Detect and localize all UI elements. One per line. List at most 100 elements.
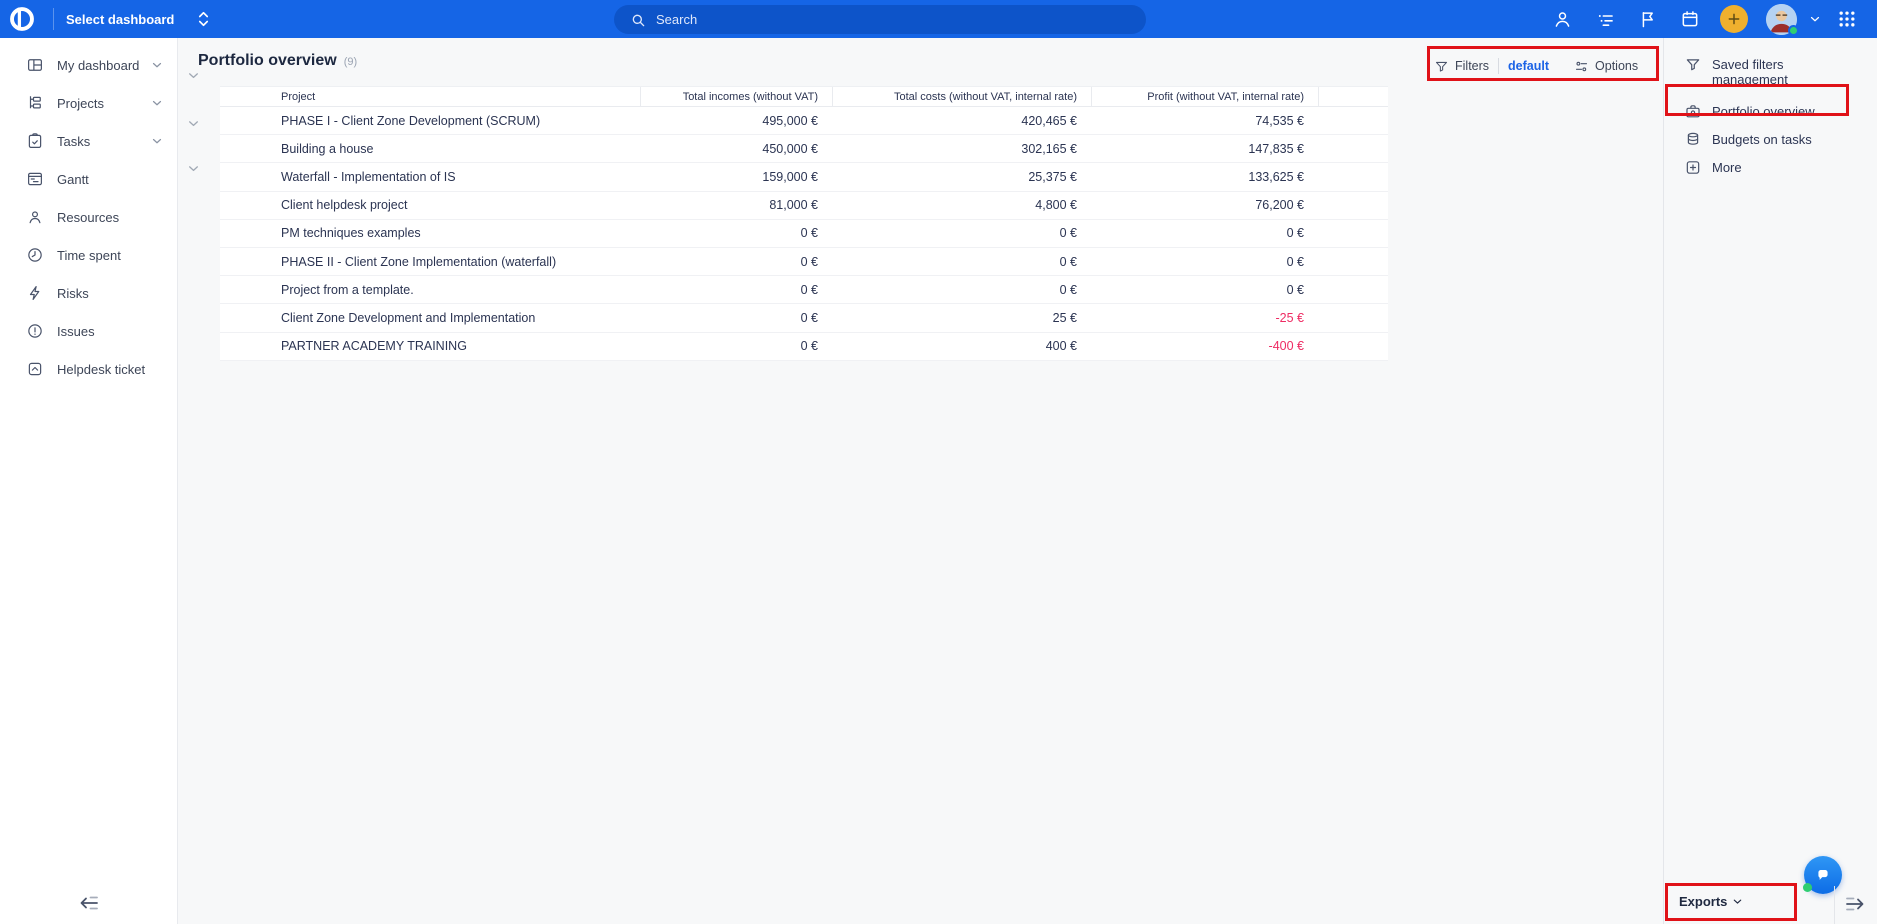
project-name[interactable]: PHASE I - Client Zone Development (SCRUM… xyxy=(281,113,541,128)
chevron-down-icon[interactable] xyxy=(151,59,163,71)
sidebar-item-tasks[interactable]: Tasks xyxy=(0,122,177,160)
chevron-down-icon[interactable] xyxy=(151,135,163,147)
sidebar-item-resources[interactable]: Resources xyxy=(0,198,177,236)
topbar-divider xyxy=(53,8,54,30)
sidebar-item-my-dashboard[interactable]: My dashboard xyxy=(0,46,177,84)
total-incomes-value: 495,000 € xyxy=(762,113,818,128)
profit-value: 147,835 € xyxy=(1248,141,1304,156)
chevron-down-icon[interactable] xyxy=(151,97,163,109)
sidebar-item-risks[interactable]: Risks xyxy=(0,274,177,312)
project-name[interactable]: Waterfall - Implementation of IS xyxy=(281,169,456,184)
project-name[interactable]: PHASE II - Client Zone Implementation (w… xyxy=(281,254,557,269)
projects-icon xyxy=(29,96,41,109)
page-title-row: Portfolio overview (9) xyxy=(198,52,357,70)
sidebar-item-portfolio-overview[interactable]: Portfolio overview xyxy=(1684,98,1877,126)
table-row[interactable]: PARTNER ACADEMY TRAINING 0 € 400 € -400 … xyxy=(220,332,1388,361)
table-row[interactable]: Waterfall - Implementation of IS 159,000… xyxy=(220,163,1388,192)
total-costs-value: 4,800 € xyxy=(1035,198,1077,213)
project-name[interactable]: Project from a template. xyxy=(281,282,414,297)
filter-icon xyxy=(1435,61,1448,72)
sidebar-item-gantt[interactable]: Gantt xyxy=(0,160,177,198)
plus-square-icon xyxy=(1686,161,1700,174)
sidebar-item-budgets-on-tasks[interactable]: Budgets on tasks xyxy=(1684,126,1877,154)
exports-label: Exports xyxy=(1679,894,1728,909)
total-incomes-value: 81,000 € xyxy=(769,198,818,213)
table-row[interactable]: Client Zone Development and Implementati… xyxy=(220,304,1388,333)
project-name[interactable]: Client Zone Development and Implementati… xyxy=(281,310,536,325)
sidebar-item-projects[interactable]: Projects xyxy=(0,84,177,122)
collapse-left-icon[interactable] xyxy=(77,891,101,915)
search-icon xyxy=(632,14,645,26)
sidebar-item-time-spent[interactable]: Time spent xyxy=(0,236,177,274)
total-incomes-value: 450,000 € xyxy=(762,141,818,156)
options-icon xyxy=(1575,61,1588,71)
briefcase-icon xyxy=(1686,105,1700,118)
avatar[interactable] xyxy=(1766,3,1799,36)
checklist-icon[interactable] xyxy=(1595,9,1616,30)
sidebar-item-label: Helpdesk ticket xyxy=(57,361,146,377)
filter-icon xyxy=(1686,59,1700,71)
sidebar-item-label: Gantt xyxy=(57,171,89,187)
options-button[interactable]: Options xyxy=(1574,59,1638,74)
project-name[interactable]: Client helpdesk project xyxy=(281,198,408,213)
sidebar-item-helpdesk-ticket[interactable]: Helpdesk ticket xyxy=(0,350,177,388)
sidebar-item-label: More xyxy=(1712,160,1742,175)
profile-icon[interactable] xyxy=(1552,9,1573,30)
sidebar-item-issues[interactable]: Issues xyxy=(0,312,177,350)
right-sidebar: Saved filters management Portfolio overv… xyxy=(1663,38,1877,924)
time-icon xyxy=(28,248,42,262)
total-costs-value: 302,165 € xyxy=(1021,141,1077,156)
apps-grid-icon[interactable] xyxy=(1837,9,1857,29)
profit-value: 0 € xyxy=(1286,254,1304,269)
total-incomes-value: 159,000 € xyxy=(762,169,818,184)
risks-icon xyxy=(29,286,40,300)
dashboard-selector[interactable]: Select dashboard xyxy=(66,0,211,38)
calendar-icon[interactable] xyxy=(1680,9,1700,29)
sidebar-item-more[interactable]: More xyxy=(1684,154,1877,182)
column-header-total-incomes[interactable]: Total incomes (without VAT) xyxy=(640,87,832,106)
flag-icon[interactable] xyxy=(1638,9,1658,29)
toolbar-separator xyxy=(1498,58,1500,74)
create-new-button[interactable] xyxy=(1720,5,1748,33)
coins-icon xyxy=(1687,132,1699,145)
table-row[interactable]: Client helpdesk project 81,000 € 4,800 €… xyxy=(220,191,1388,220)
total-costs-value: 0 € xyxy=(1059,254,1077,269)
table-row[interactable]: Building a house 450,000 € 302,165 € 147… xyxy=(220,135,1388,164)
sidebar-item-label: Portfolio overview xyxy=(1712,104,1815,119)
profit-value: 74,535 € xyxy=(1255,113,1304,128)
plus-icon xyxy=(1728,13,1740,25)
table-row[interactable]: PHASE II - Client Zone Implementation (w… xyxy=(220,247,1388,277)
active-filter-link[interactable]: default xyxy=(1508,59,1550,73)
collapse-right-icon[interactable] xyxy=(1843,892,1867,916)
total-costs-value: 400 € xyxy=(1045,339,1077,354)
table-row[interactable]: PM techniques examples 0 € 0 € 0 € xyxy=(220,219,1388,248)
page-title: Portfolio overview xyxy=(198,52,337,69)
saved-filters-management[interactable]: Saved filters management xyxy=(1684,51,1834,93)
column-header-project[interactable]: Project xyxy=(281,90,316,103)
table-row[interactable]: PHASE I - Client Zone Development (SCRUM… xyxy=(220,107,1388,136)
portfolio-table: Project Total incomes (without VAT) Tota… xyxy=(220,86,1388,361)
app-logo[interactable] xyxy=(9,6,35,32)
issues-icon xyxy=(28,324,42,338)
profit-value: -25 € xyxy=(1275,310,1305,325)
filters-button[interactable]: Filters xyxy=(1434,59,1489,74)
saved-filters-label: Saved filters management xyxy=(1712,57,1788,87)
sidebar-item-label: Budgets on tasks xyxy=(1712,132,1812,147)
search-placeholder: Search xyxy=(656,12,698,27)
collapse-chevron-icon[interactable] xyxy=(187,162,200,175)
project-name[interactable]: PM techniques examples xyxy=(281,226,421,241)
column-header-profit[interactable]: Profit (without VAT, internal rate) xyxy=(1091,87,1318,106)
left-sidebar: My dashboard Projects Tasks xyxy=(0,38,178,924)
rightbar-bottom: Exports xyxy=(1664,884,1877,924)
column-header-total-costs[interactable]: Total costs (without VAT, internal rate) xyxy=(832,87,1091,106)
table-row[interactable]: Project from a template. 0 € 0 € 0 € xyxy=(220,276,1388,305)
project-name[interactable]: PARTNER ACADEMY TRAINING xyxy=(281,339,467,354)
collapse-chevron-icon[interactable] xyxy=(187,117,200,130)
exports-button[interactable]: Exports xyxy=(1679,894,1743,909)
topbar-actions xyxy=(1552,0,1877,38)
search-input[interactable]: Search xyxy=(614,5,1146,34)
filters-label: Filters xyxy=(1455,59,1490,73)
project-name[interactable]: Building a house xyxy=(281,141,374,156)
collapse-chevron-icon[interactable] xyxy=(187,69,200,82)
chevron-down-icon[interactable] xyxy=(1809,13,1821,25)
